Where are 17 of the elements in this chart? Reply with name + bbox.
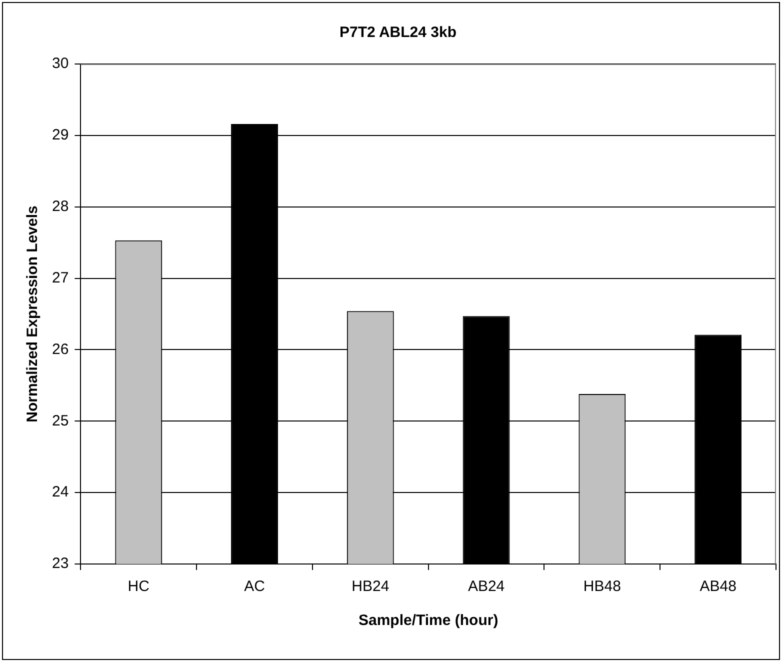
x-tick-label: AB24: [468, 578, 505, 596]
y-tick-label: 28: [52, 198, 69, 215]
x-axis-title: Sample/Time (hour): [358, 612, 498, 630]
x-tick-label: HB24: [352, 578, 390, 596]
x-tick-label: HB48: [583, 578, 621, 596]
x-tick-label: AB48: [700, 578, 736, 596]
y-tick-label: 30: [52, 55, 69, 72]
y-tick-label: 29: [52, 126, 69, 144]
chart-title: P7T2 ABL24 3kb: [340, 24, 456, 42]
y-tick-label: 23: [52, 555, 69, 572]
y-tick-label: 25: [52, 412, 69, 430]
y-tick-label: 27: [52, 269, 69, 286]
x-tick-label: AC: [244, 578, 266, 596]
y-tick-label: 26: [52, 340, 69, 358]
y-tick-label: 24: [52, 484, 69, 501]
y-axis-title: Normalized Expression Levels: [24, 206, 42, 422]
x-tick-label: HC: [128, 578, 150, 596]
